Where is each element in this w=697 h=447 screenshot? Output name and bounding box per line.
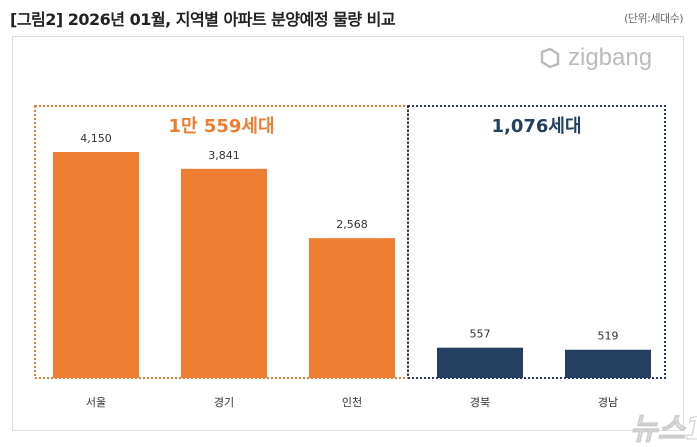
- data-label: 2,568: [336, 218, 368, 231]
- data-label: 4,150: [80, 132, 112, 145]
- category-label: 경기: [214, 396, 234, 409]
- data-label: 3,841: [208, 149, 240, 162]
- category-label: 인천: [342, 395, 362, 409]
- category-label: 서울: [86, 396, 106, 409]
- data-label: 557: [470, 328, 491, 341]
- group-total-label: 1,076세대: [491, 116, 581, 137]
- data-label: 519: [598, 330, 619, 343]
- category-label: 경북: [470, 396, 490, 409]
- unit-label: (단위:세대수): [624, 12, 683, 25]
- group-total-label: 1만 559세대: [168, 116, 274, 137]
- zigbang-logo: zigbang: [538, 44, 652, 72]
- chart-title: [그림2] 2026년 01월, 지역별 아파트 분양예정 물량 비교: [10, 10, 396, 29]
- bar: [437, 347, 523, 378]
- logo-text: zigbang: [568, 44, 653, 71]
- bar: [309, 238, 395, 378]
- chart-panel: [12, 36, 684, 431]
- zigbang-logo-icon: [540, 47, 560, 69]
- bar: [181, 168, 267, 378]
- category-label: 경남: [598, 396, 618, 409]
- news1-watermark: 뉴스1: [629, 412, 697, 447]
- bar: [565, 349, 651, 378]
- group-box: [407, 105, 666, 379]
- bar: [53, 152, 139, 378]
